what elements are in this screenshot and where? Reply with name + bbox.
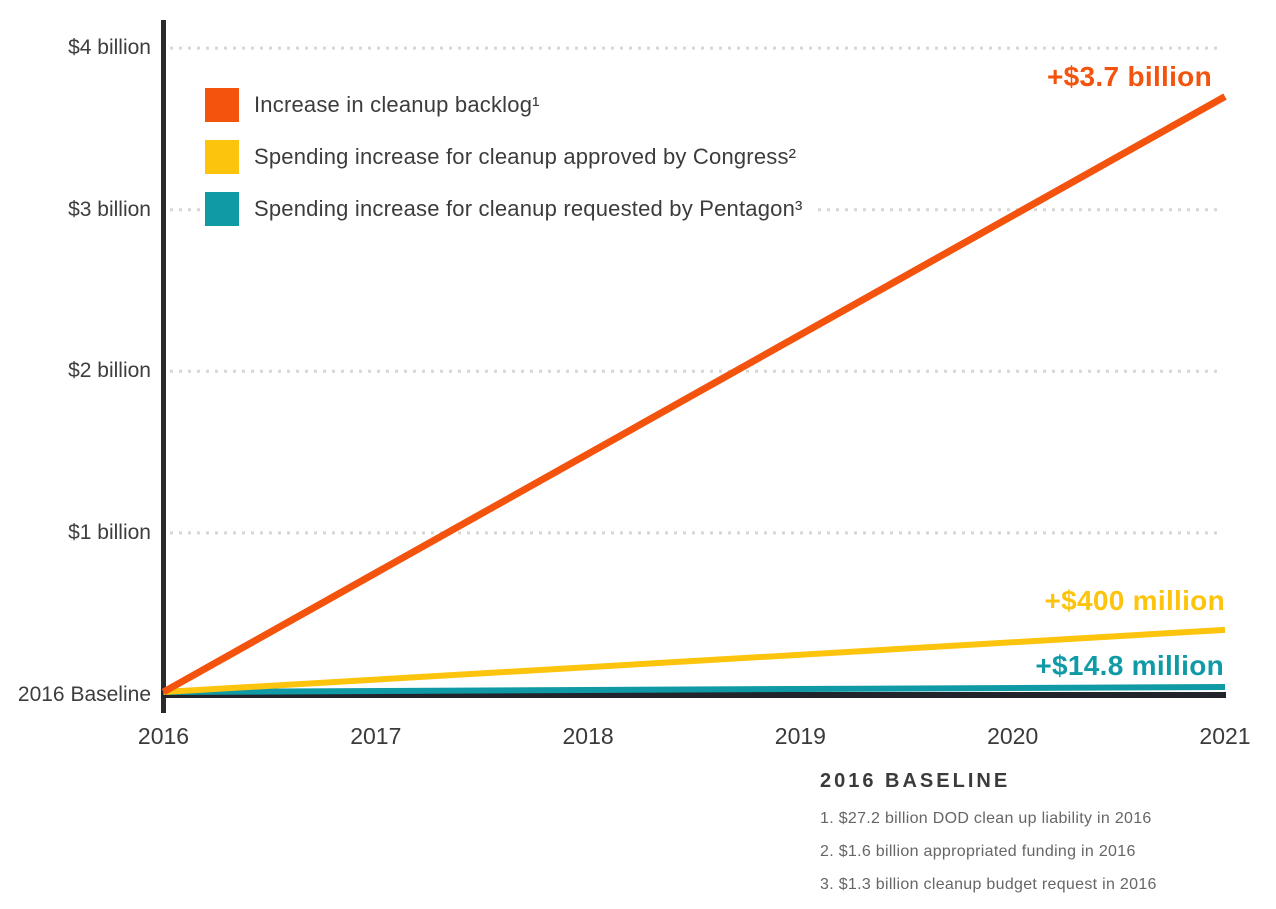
x-axis-label-2016: 2016	[137, 723, 190, 749]
footnote-3: 3. $1.3 billion cleanup budget request i…	[820, 876, 1157, 893]
annotation-pentagon-end-value: +$14.8 million	[1035, 650, 1224, 681]
legend-label: Increase in cleanup backlog¹	[254, 92, 540, 117]
legend-swatch-orange	[205, 88, 239, 122]
x-axis-label-2018: 2018	[562, 723, 614, 749]
legend-item-congress-approved: Spending increase for cleanup approved b…	[205, 140, 813, 174]
legend-label: Spending increase for cleanup approved b…	[254, 144, 797, 169]
x-axis-label-2017: 2017	[350, 723, 402, 749]
annotation-backlog-end-value: +$3.7 billion	[1047, 61, 1212, 92]
legend-item-pentagon-request: Spending increase for cleanup requested …	[205, 192, 813, 226]
series-line-cleanup-backlog	[161, 93, 1227, 696]
series-line-congress-approved	[163, 626, 1226, 695]
annotation-congress-end-value: +$400 million	[1044, 585, 1225, 616]
y-axis-label-3-billion: $3 billion	[68, 197, 151, 221]
legend: Increase in cleanup backlog¹ Spending in…	[205, 88, 813, 244]
legend-item-cleanup-backlog: Increase in cleanup backlog¹	[205, 88, 813, 122]
footnote-1: 1. $27.2 billion DOD clean up liability …	[820, 810, 1152, 827]
y-axis-label-1-billion: $1 billion	[68, 520, 151, 544]
x-axis-label-2019: 2019	[774, 723, 826, 749]
x-axis-label-2021: 2021	[1199, 723, 1251, 749]
legend-label: Spending increase for cleanup requested …	[254, 196, 803, 221]
footnote-2: 2. $1.6 billion appropriated funding in …	[820, 843, 1136, 860]
footnotes-title: 2016 BASELINE	[820, 770, 1011, 792]
footnotes: 2016 BASELINE 1. $27.2 billion DOD clean…	[820, 770, 1157, 909]
y-axis-label-4-billion: $4 billion	[68, 36, 151, 60]
x-axis-label-2020: 2020	[987, 723, 1039, 749]
y-axis-label-2-billion: $2 billion	[68, 359, 151, 383]
y-axis-label-2016-baseline: 2016 Baseline	[17, 682, 151, 706]
x-axis-labels: 2016 2017 2018 2019 2020 2021	[0, 723, 1276, 753]
legend-swatch-teal	[205, 192, 239, 226]
series-line-pentagon-request	[163, 684, 1226, 695]
legend-swatch-yellow	[205, 140, 239, 174]
